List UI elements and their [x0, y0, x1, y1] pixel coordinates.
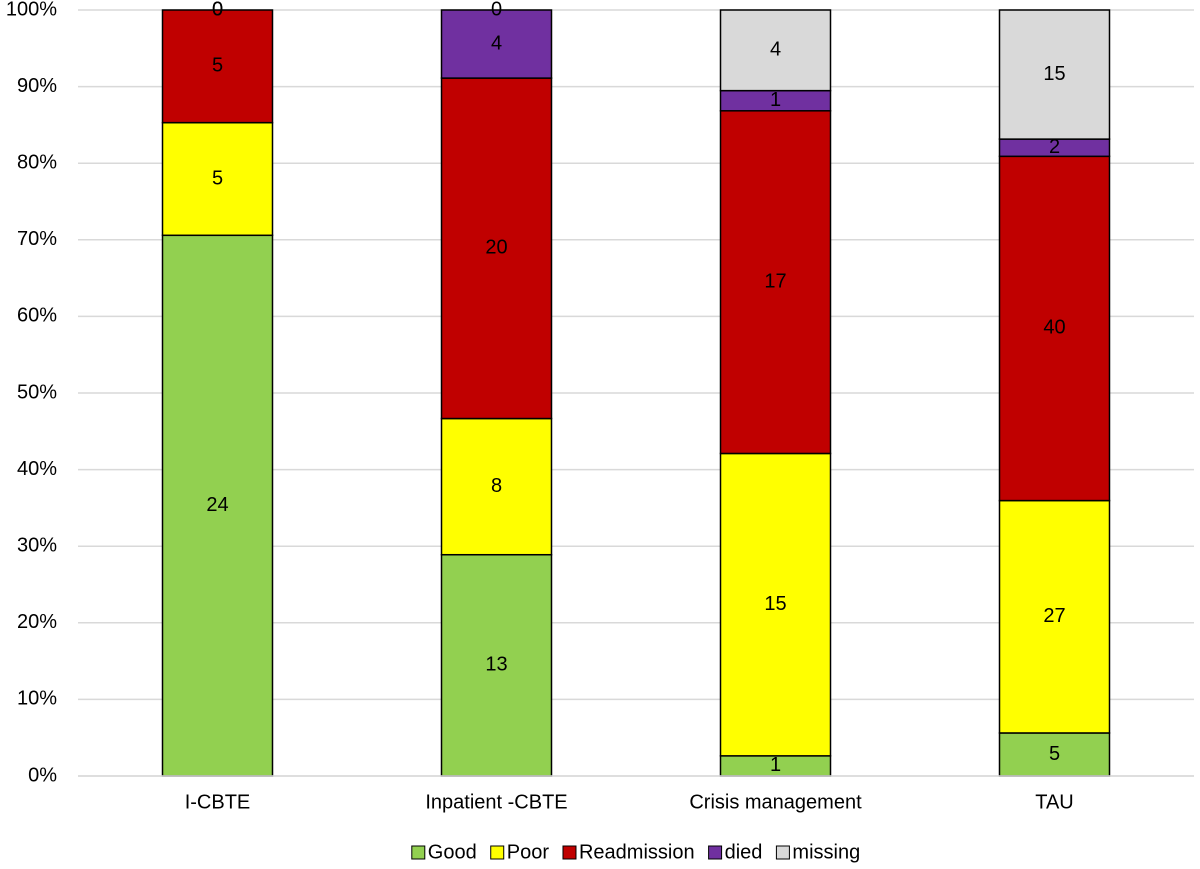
- data-label: 20: [485, 237, 507, 259]
- y-tick-label: 20%: [17, 611, 57, 633]
- legend-label: Readmission: [579, 841, 695, 863]
- data-label: 0: [212, 0, 223, 20]
- data-label: 5: [212, 55, 223, 77]
- bar-segment: [719, 9, 832, 92]
- data-label: 4: [491, 32, 502, 54]
- bar-segment: [998, 155, 1111, 502]
- y-tick-label: 0%: [28, 764, 57, 786]
- legend-swatch: [562, 845, 577, 860]
- data-label: 1: [770, 754, 781, 776]
- x-tick-label: Crisis management: [689, 791, 862, 813]
- y-tick-label: 50%: [17, 381, 57, 403]
- legend-label: missing: [792, 841, 860, 863]
- legend-label: Poor: [507, 841, 550, 863]
- bar-segment: [440, 9, 553, 79]
- data-label: 5: [212, 167, 223, 189]
- y-tick-label: 90%: [17, 75, 57, 97]
- bar-segment: [161, 121, 274, 237]
- bar-segment: [719, 452, 832, 757]
- x-tick-label: Inpatient -CBTE: [425, 791, 567, 813]
- legend-swatch: [708, 845, 723, 860]
- bar-segment: [440, 77, 553, 420]
- bar-segment: [998, 9, 1111, 140]
- bar-segment: [440, 417, 553, 556]
- y-tick-label: 70%: [17, 228, 57, 250]
- data-label: 15: [1043, 63, 1065, 85]
- data-label: 24: [206, 494, 228, 516]
- legend-label: Good: [428, 841, 477, 863]
- data-label: 4: [770, 39, 781, 61]
- legend-swatch: [490, 845, 505, 860]
- y-tick-label: 30%: [17, 534, 57, 556]
- y-tick-label: 80%: [17, 151, 57, 173]
- data-label: 40: [1043, 317, 1065, 339]
- x-tick-label: I-CBTE: [185, 791, 251, 813]
- y-tick-label: 100%: [6, 0, 57, 20]
- bar-segment: [998, 499, 1111, 734]
- data-label: 0: [212, 0, 223, 20]
- data-label: 2: [1049, 136, 1060, 158]
- data-label: 1: [770, 89, 781, 111]
- y-tick-label: 60%: [17, 305, 57, 327]
- data-label: 0: [491, 0, 502, 20]
- x-tick-label: TAU: [1035, 791, 1074, 813]
- bar-segment: [719, 110, 832, 455]
- y-tick-label: 10%: [17, 688, 57, 710]
- data-label: 17: [764, 270, 786, 292]
- bar-segment: [440, 553, 553, 777]
- bar-segment: [161, 9, 274, 124]
- data-label: 8: [491, 475, 502, 497]
- data-label: 15: [764, 593, 786, 615]
- data-label: 27: [1043, 605, 1065, 627]
- data-label: 13: [485, 654, 507, 676]
- bar-segment: [161, 234, 274, 777]
- y-tick-label: 40%: [17, 458, 57, 480]
- data-label: 5: [1049, 743, 1060, 765]
- legend-label: died: [725, 841, 763, 863]
- legend-swatch: [775, 845, 790, 860]
- legend-swatch: [411, 845, 426, 860]
